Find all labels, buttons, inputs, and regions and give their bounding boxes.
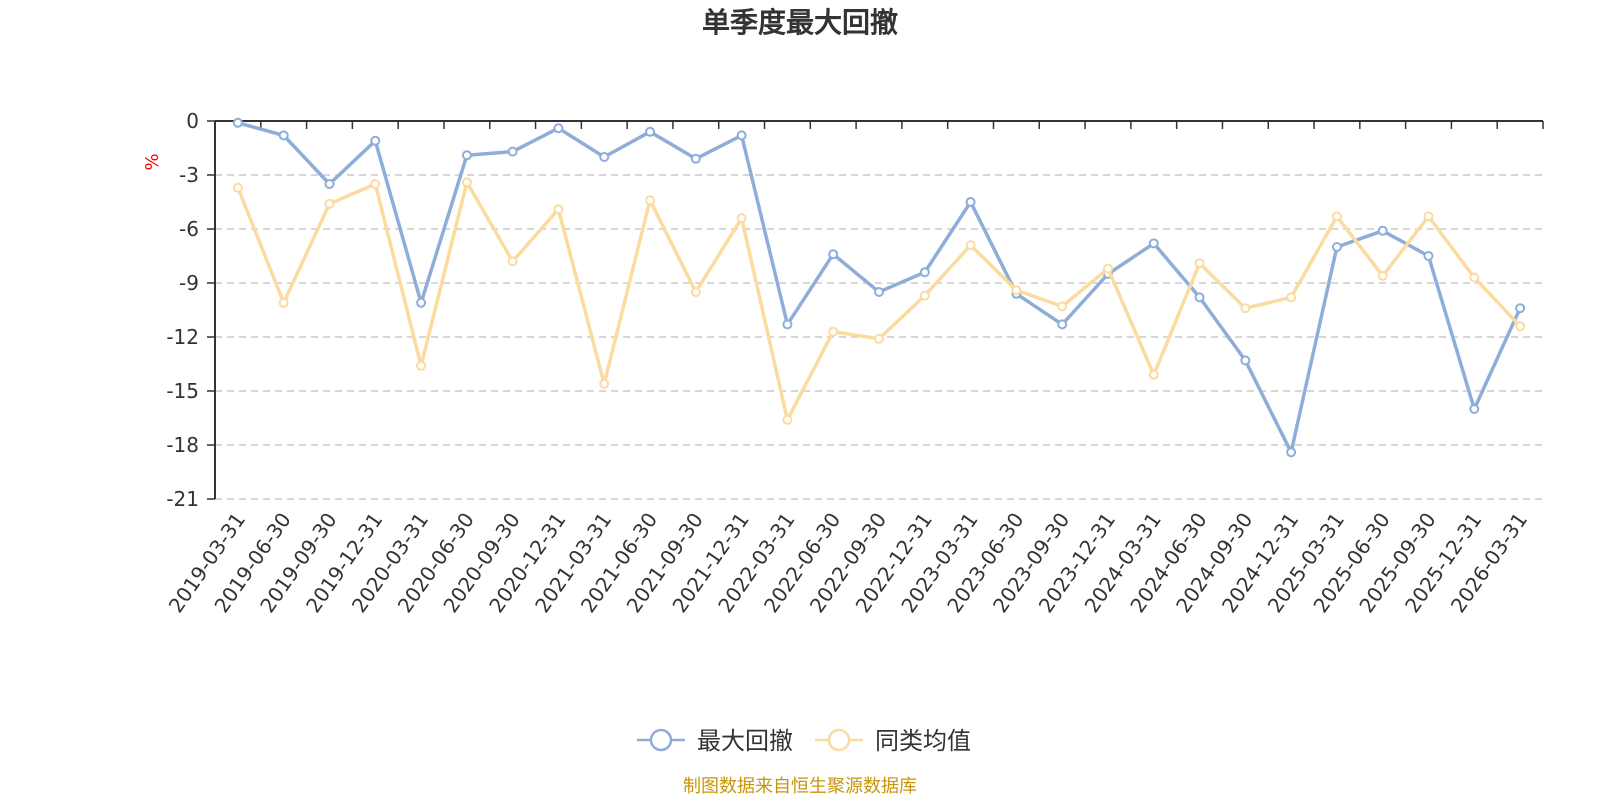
legend[interactable]: 最大回撤 同类均值 xyxy=(637,727,971,755)
data-point[interactable] xyxy=(782,414,793,425)
data-point[interactable] xyxy=(324,179,335,189)
data-point[interactable] xyxy=(507,146,518,157)
data-point[interactable] xyxy=(645,195,656,206)
grid-lines xyxy=(215,174,1543,500)
data-point[interactable] xyxy=(782,319,793,330)
y-tick-label: -3 xyxy=(179,163,199,187)
data-point[interactable] xyxy=(1515,321,1526,332)
data-point[interactable] xyxy=(1148,369,1159,380)
data-point[interactable] xyxy=(690,287,701,297)
data-point[interactable] xyxy=(416,297,427,308)
data-point[interactable] xyxy=(1331,242,1342,252)
data-point[interactable] xyxy=(1469,404,1480,414)
data-point[interactable] xyxy=(1423,251,1434,261)
data-point[interactable] xyxy=(1148,238,1159,249)
data-point[interactable] xyxy=(1377,225,1388,236)
legend-item[interactable]: 同类均值 xyxy=(815,727,971,755)
y-tick-label: 0 xyxy=(186,109,199,133)
data-point[interactable] xyxy=(1469,272,1480,283)
series-group xyxy=(232,117,1526,458)
y-tick-label: -12 xyxy=(166,325,199,349)
data-point[interactable] xyxy=(370,135,381,146)
data-point[interactable] xyxy=(370,179,381,189)
data-point[interactable] xyxy=(736,130,747,141)
data-point[interactable] xyxy=(416,360,427,371)
data-point[interactable] xyxy=(828,249,839,260)
data-point[interactable] xyxy=(919,290,930,301)
series-max-drawdown xyxy=(232,117,1526,458)
chart-title: 单季度最大回撤 xyxy=(702,6,898,39)
data-point[interactable] xyxy=(690,153,701,164)
y-tick-label: -18 xyxy=(166,433,199,457)
data-point[interactable] xyxy=(278,297,289,308)
data-point[interactable] xyxy=(965,240,976,251)
series-peer-average xyxy=(232,177,1526,425)
data-point[interactable] xyxy=(324,198,335,209)
y-tick-label: -15 xyxy=(166,379,199,403)
data-point[interactable] xyxy=(645,126,656,137)
data-point[interactable] xyxy=(1377,270,1388,281)
data-point[interactable] xyxy=(1057,301,1068,312)
data-point[interactable] xyxy=(1286,447,1297,458)
data-point[interactable] xyxy=(599,378,610,389)
data-point[interactable] xyxy=(736,213,747,224)
data-point[interactable] xyxy=(919,267,930,278)
data-point[interactable] xyxy=(553,204,564,215)
data-point[interactable] xyxy=(1331,211,1342,222)
data-point[interactable] xyxy=(461,150,472,161)
data-point[interactable] xyxy=(828,326,839,337)
legend-label: 最大回撤 xyxy=(697,727,793,755)
y-tick-label: -6 xyxy=(179,217,199,241)
legend-label: 同类均值 xyxy=(875,727,971,755)
data-point[interactable] xyxy=(874,333,884,344)
source-note: 制图数据来自恒生聚源数据库 xyxy=(683,776,917,797)
data-point[interactable] xyxy=(874,287,884,297)
data-point[interactable] xyxy=(1515,303,1526,314)
legend-marker-icon xyxy=(827,728,851,752)
data-point[interactable] xyxy=(553,123,564,134)
data-point[interactable] xyxy=(1423,211,1434,222)
data-point[interactable] xyxy=(232,182,243,193)
legend-marker-icon xyxy=(649,728,673,752)
y-tick-label: -21 xyxy=(166,487,199,511)
series-line xyxy=(236,180,1522,422)
data-point[interactable] xyxy=(1011,285,1022,296)
data-point[interactable] xyxy=(461,177,472,188)
y-axis-label: % xyxy=(142,153,163,170)
data-point[interactable] xyxy=(1102,263,1113,274)
data-point[interactable] xyxy=(507,256,518,267)
data-point[interactable] xyxy=(965,197,976,207)
legend-item[interactable]: 最大回撤 xyxy=(637,727,793,755)
y-tick-label: -9 xyxy=(179,271,199,295)
data-point[interactable] xyxy=(1286,292,1297,303)
data-point[interactable] xyxy=(599,152,610,162)
data-point[interactable] xyxy=(232,117,243,128)
data-point[interactable] xyxy=(1194,258,1205,269)
data-point[interactable] xyxy=(278,130,289,141)
data-point[interactable] xyxy=(1194,292,1205,303)
data-point[interactable] xyxy=(1240,355,1251,366)
data-point[interactable] xyxy=(1057,319,1068,330)
data-point[interactable] xyxy=(1240,303,1251,314)
